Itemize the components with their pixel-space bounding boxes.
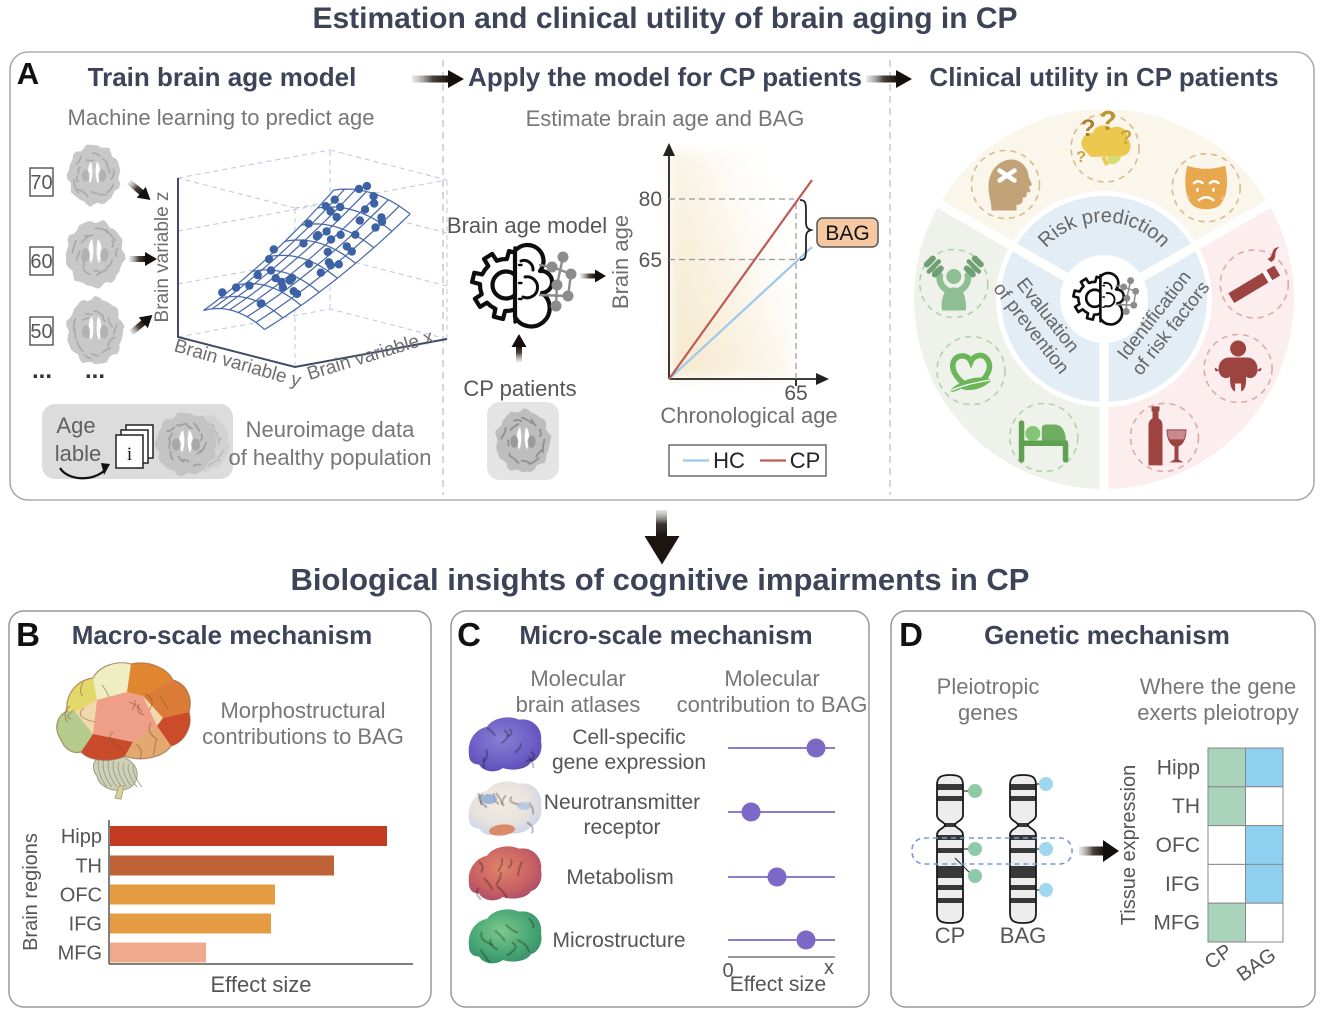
svg-text:BAG: BAG: [1000, 923, 1046, 948]
svg-text:?: ?: [1100, 105, 1117, 136]
svg-text:Microstructure: Microstructure: [552, 929, 685, 952]
svg-text:BAG: BAG: [825, 222, 869, 245]
svg-text:brain atlases: brain atlases: [516, 692, 641, 717]
svg-text:Estimation and clinical utilit: Estimation and clinical utility of brain…: [312, 2, 1017, 35]
svg-text:...: ...: [85, 357, 105, 384]
svg-text:TH: TH: [1172, 795, 1200, 818]
svg-text:50: 50: [30, 321, 52, 343]
svg-text:MFG: MFG: [58, 943, 102, 965]
svg-text:Pleiotropic: Pleiotropic: [937, 674, 1040, 699]
svg-text:Neurotransmitter: Neurotransmitter: [544, 791, 700, 814]
svg-text:65: 65: [639, 249, 662, 272]
svg-text:Apply the model for CP patient: Apply the model for CP patients: [468, 62, 862, 92]
svg-text:?: ?: [1120, 127, 1132, 149]
svg-text:Brain age model: Brain age model: [447, 213, 607, 238]
svg-text:Biological insights of cogniti: Biological insights of cognitive impairm…: [291, 562, 1030, 597]
svg-text:Clinical utility in CP patient: Clinical utility in CP patients: [929, 62, 1278, 92]
svg-text:Machine learning to predict ag: Machine learning to predict age: [68, 105, 375, 130]
svg-text:Metabolism: Metabolism: [566, 866, 673, 889]
svg-text:...: ...: [32, 357, 52, 384]
svg-text:D: D: [899, 616, 923, 653]
svg-text:Chronological age: Chronological age: [660, 403, 837, 428]
svg-text:Molecular: Molecular: [530, 666, 625, 691]
svg-text:B: B: [16, 616, 40, 653]
svg-text:OFC: OFC: [60, 885, 102, 907]
svg-text:Train brain age model: Train brain age model: [88, 62, 357, 92]
svg-text:Genetic mechanism: Genetic mechanism: [984, 620, 1230, 650]
svg-text:x: x: [824, 957, 834, 979]
svg-text:Cell-specific: Cell-specific: [572, 726, 685, 749]
svg-text:Tissue expression: Tissue expression: [1118, 765, 1140, 925]
svg-text:of healthy population: of healthy population: [228, 445, 431, 470]
svg-text:contribution to BAG: contribution to BAG: [677, 692, 868, 717]
svg-text:receptor: receptor: [583, 816, 660, 839]
svg-text:60: 60: [30, 251, 52, 273]
svg-text:A: A: [17, 56, 39, 91]
svg-text:OFC: OFC: [1156, 834, 1200, 857]
svg-text:Molecular: Molecular: [724, 666, 819, 691]
svg-text:Where the gene: Where the gene: [1140, 674, 1297, 699]
svg-text:lable: lable: [55, 441, 101, 466]
svg-text:?: ?: [1081, 115, 1096, 142]
svg-text:CP: CP: [790, 448, 821, 473]
svg-text:i: i: [127, 444, 132, 465]
svg-text:CP: CP: [935, 923, 966, 948]
svg-text:65: 65: [784, 382, 807, 405]
svg-text:TH: TH: [75, 856, 102, 878]
svg-text:Hipp: Hipp: [61, 826, 102, 848]
svg-text:Morphostructural: Morphostructural: [220, 698, 385, 723]
svg-text:Brain age: Brain age: [608, 215, 633, 309]
svg-text:HC: HC: [713, 448, 745, 473]
svg-text:0: 0: [722, 960, 733, 982]
svg-text:MFG: MFG: [1153, 912, 1200, 935]
svg-text:CP patients: CP patients: [463, 376, 576, 401]
svg-text:genes: genes: [958, 700, 1018, 725]
svg-text:Neuroimage data: Neuroimage data: [246, 417, 416, 442]
svg-text:Hipp: Hipp: [1157, 756, 1200, 779]
svg-text:exerts pleiotropy: exerts pleiotropy: [1137, 700, 1298, 725]
svg-text:Effect size: Effect size: [210, 972, 311, 997]
svg-text:IFG: IFG: [69, 914, 102, 936]
svg-text:C: C: [457, 616, 481, 653]
svg-text:Macro-scale mechanism: Macro-scale mechanism: [72, 620, 373, 650]
svg-text:Brain regions: Brain regions: [20, 833, 42, 951]
svg-text:Age: Age: [56, 413, 95, 438]
svg-text:Effect size: Effect size: [730, 973, 827, 996]
svg-text:IFG: IFG: [1165, 873, 1200, 896]
svg-text:80: 80: [639, 188, 662, 211]
svg-text:Brain variable z: Brain variable z: [152, 192, 173, 323]
svg-text:Estimate brain age and BAG: Estimate brain age and BAG: [526, 106, 805, 131]
svg-text:gene expression: gene expression: [552, 751, 706, 774]
svg-text:Micro-scale mechanism: Micro-scale mechanism: [519, 620, 812, 650]
svg-text:70: 70: [30, 172, 52, 194]
svg-text:contributions to BAG: contributions to BAG: [202, 724, 404, 749]
svg-text:?: ?: [1076, 149, 1086, 166]
